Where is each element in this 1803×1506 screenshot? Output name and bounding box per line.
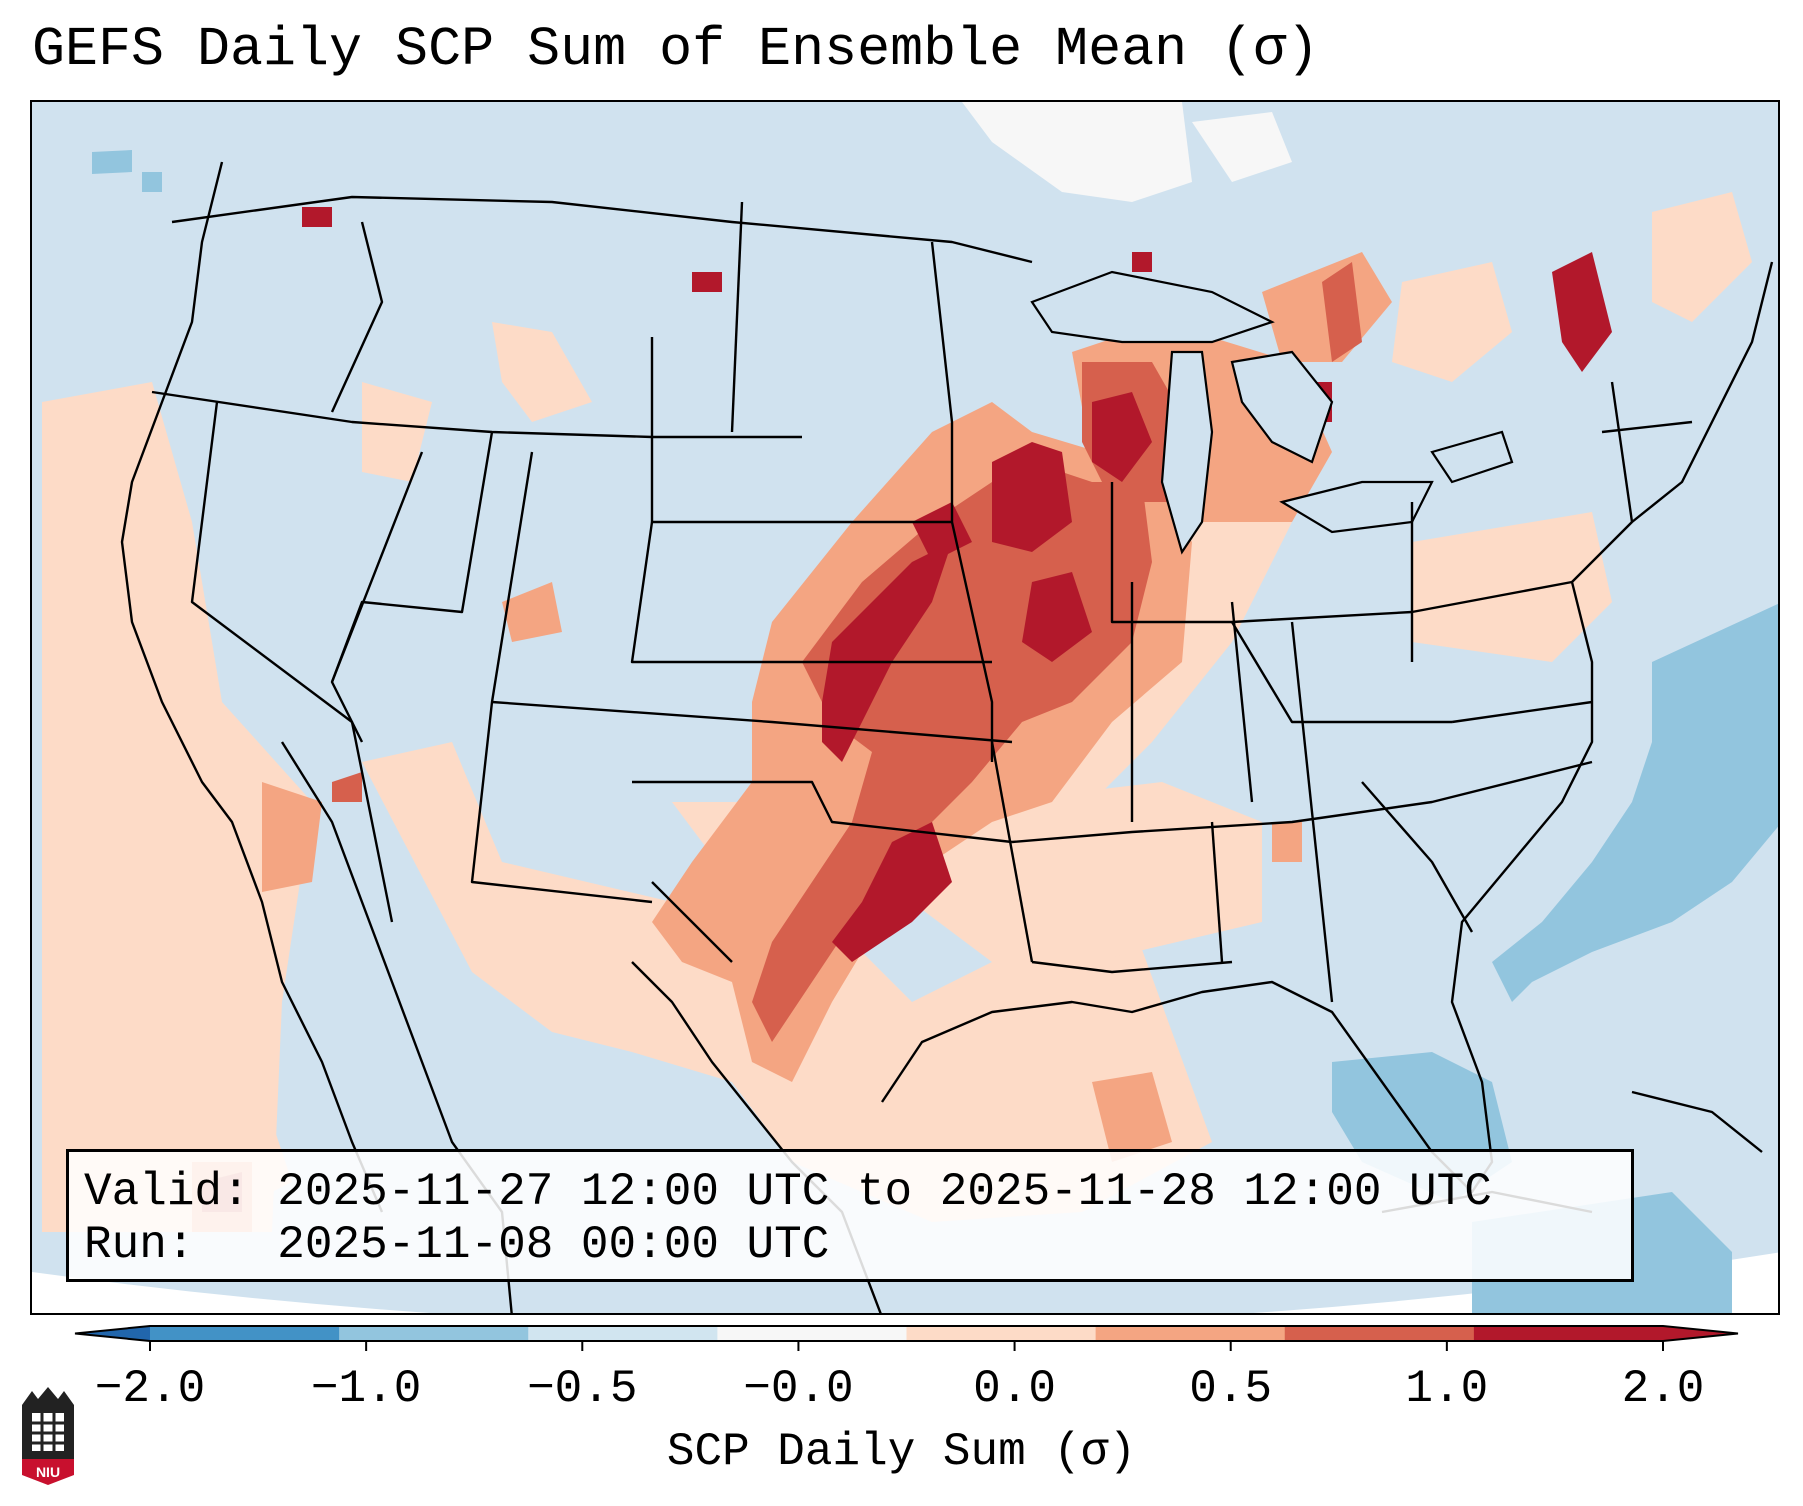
map-panel — [30, 100, 1780, 1315]
valid-label: Valid: — [84, 1166, 250, 1218]
colorbar-segment — [528, 1326, 718, 1341]
colorbar-tick-label: −1.0 — [310, 1363, 422, 1415]
field-near-zero — [962, 102, 1292, 202]
colorbar-segment — [150, 1326, 340, 1341]
political-borders — [151, 195, 1693, 1003]
colorbar-tick-label: 2.0 — [1621, 1363, 1705, 1415]
niu-logo: NIU — [22, 1387, 74, 1485]
colorbar-tick-label: −0.5 — [527, 1363, 638, 1415]
colorbar-tick-label: −2.0 — [94, 1363, 206, 1415]
colorbar-extend-low — [75, 1326, 150, 1341]
colorbar-tick-label: 1.0 — [1405, 1363, 1489, 1415]
colorbar-tick-label: −0.0 — [743, 1363, 854, 1415]
great-lakes — [1030, 270, 1514, 555]
colorbar-extend-high — [1663, 1326, 1738, 1341]
run-label: Run: — [84, 1219, 195, 1271]
colorbar-segment — [1473, 1326, 1664, 1341]
colorbar-tick-label: 0.5 — [1189, 1363, 1273, 1415]
colorbar-label: SCP Daily Sum (σ) — [666, 1426, 1137, 1478]
map-canvas — [32, 102, 1778, 1313]
logo-text: NIU — [36, 1464, 60, 1480]
run-time: 2025-11-08 00:00 UTC — [277, 1219, 830, 1271]
colorbar-segment — [1284, 1326, 1475, 1341]
validity-info-box: Valid: 2025-11-27 12:00 UTC to 2025-11-2… — [66, 1149, 1634, 1282]
valid-range: 2025-11-27 12:00 UTC to 2025-11-28 12:00… — [277, 1166, 1492, 1218]
chart-title: GEFS Daily SCP Sum of Ensemble Mean (σ) — [32, 18, 1320, 81]
colorbar-segment — [1095, 1326, 1286, 1341]
colorbar-tick-label: 0.0 — [973, 1363, 1056, 1415]
colorbar — [74, 1325, 1739, 1351]
colorbar-segment — [906, 1326, 1097, 1341]
colorbar-segment — [717, 1326, 907, 1341]
colorbar-segment — [339, 1326, 529, 1341]
